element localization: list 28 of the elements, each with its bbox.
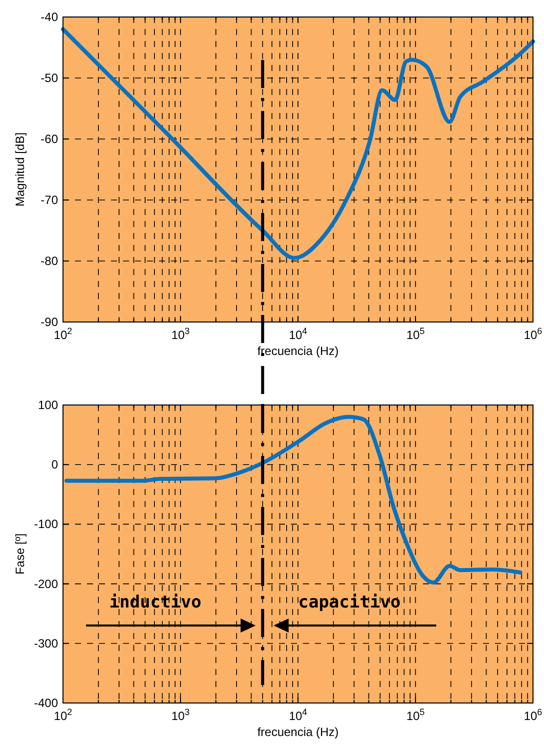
y-tick-label: -80 — [40, 254, 58, 268]
x-tick-label: 10$^{2}$ — [54, 326, 72, 342]
y-tick-label: 100 — [38, 398, 58, 412]
x-tick-label: 10$^{3}$ — [171, 326, 190, 342]
x-tick-label: 10$^{5}$ — [406, 707, 425, 723]
x-tick-label: 10$^{5}$ — [406, 326, 425, 342]
y-tick-label: 0 — [51, 458, 58, 472]
x-tick-label: 10$^{2}$ — [54, 707, 72, 723]
x-tick-label: 10$^{4}$ — [288, 326, 308, 342]
y-tick-label: -300 — [34, 636, 58, 650]
x-axis-title: frecuencia (Hz) — [257, 725, 339, 739]
y-tick-label: -60 — [40, 132, 58, 146]
y-tick-label: -40 — [40, 10, 58, 24]
x-tick-label: 10$^{3}$ — [171, 707, 190, 723]
annotation: inductivo — [109, 592, 202, 613]
x-tick-label: 10$^{6}$ — [524, 707, 542, 723]
y-tick-label: -90 — [40, 315, 58, 329]
y-tick-label: -400 — [34, 696, 58, 710]
x-tick-label: 10$^{4}$ — [288, 707, 308, 723]
y-axis-title: Magnitud [dB] — [13, 132, 27, 207]
x-tick-label: 10$^{6}$ — [524, 326, 542, 342]
y-tick-label: -70 — [40, 193, 58, 207]
y-tick-label: -100 — [34, 517, 58, 532]
y-tick-label: -50 — [40, 71, 58, 85]
y-axis-title: Fase [º] — [13, 533, 27, 575]
y-tick-label: -200 — [34, 576, 58, 591]
x-axis-title: frecuencia (Hz) — [257, 344, 339, 358]
annotation: capacitivo — [298, 592, 401, 613]
